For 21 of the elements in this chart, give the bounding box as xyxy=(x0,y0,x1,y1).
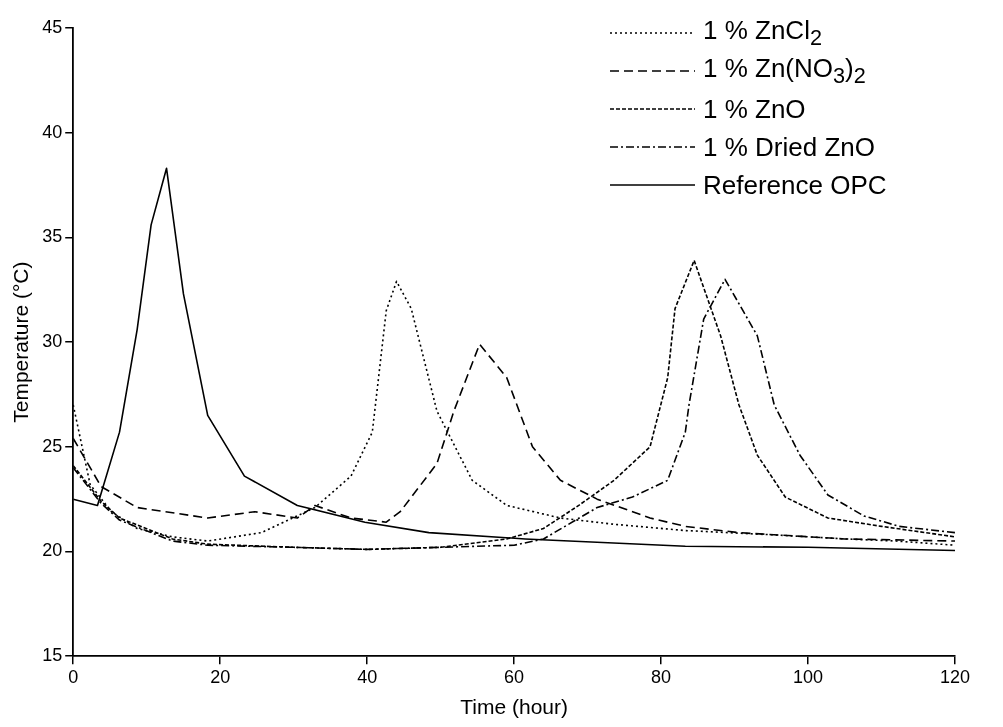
legend-label: Reference OPC xyxy=(703,169,887,201)
y-axis-title: Temperature (°C) xyxy=(9,261,33,423)
x-axis-title: Time (hour) xyxy=(460,695,568,719)
legend-label: 1 % ZnCl$_{2}$ xyxy=(703,14,822,52)
y-tick-label: 25 xyxy=(42,435,63,456)
y-tick-label: 35 xyxy=(42,226,63,247)
x-tick-label: 100 xyxy=(793,666,824,687)
legend-label: 1 % ZnO xyxy=(703,93,806,125)
x-tick-label: 20 xyxy=(210,666,231,687)
y-tick-label: 40 xyxy=(42,121,63,142)
y-tick-label: 20 xyxy=(42,540,63,561)
y-tick-label: 30 xyxy=(42,331,63,352)
x-tick-label: 60 xyxy=(504,666,525,687)
x-tick-label: 40 xyxy=(357,666,378,687)
legend-label: 1 % Zn(NO$_{3}$)$_{2}$ xyxy=(703,52,866,90)
x-tick-label: 0 xyxy=(68,666,79,687)
x-tick-label: 120 xyxy=(939,666,971,687)
legend-label: 1 % Dried ZnO xyxy=(703,131,875,163)
y-tick-label: 45 xyxy=(42,16,63,37)
y-tick-label: 15 xyxy=(42,645,63,666)
x-tick-label: 80 xyxy=(651,666,672,687)
